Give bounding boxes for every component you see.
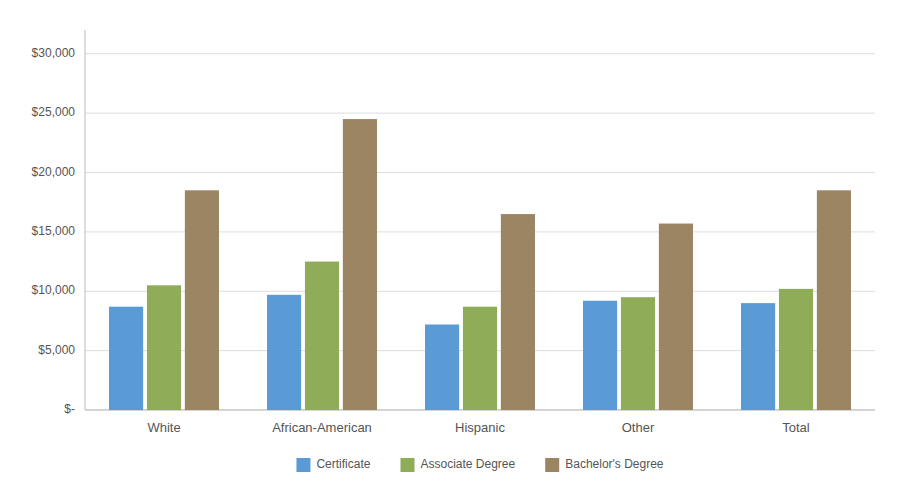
legend-swatch bbox=[545, 458, 559, 472]
bar bbox=[147, 285, 181, 410]
y-tick-labels: $- $5,000 $10,000 $15,000 $20,000 $25,000 $30,… bbox=[32, 46, 76, 416]
grid-line bbox=[85, 53, 875, 54]
bar bbox=[267, 295, 301, 410]
bar bbox=[817, 190, 851, 410]
legend-label: Bachelor's Degree bbox=[565, 457, 664, 471]
y-tick-label: $10,000 bbox=[32, 283, 76, 297]
x-tick-label: Other bbox=[622, 420, 655, 435]
legend-item: Certificate bbox=[296, 457, 370, 472]
y-tick-label: $5,000 bbox=[38, 343, 75, 357]
grid-line bbox=[85, 172, 875, 173]
legend: Certificate Associate Degree Bachelor's De… bbox=[296, 457, 663, 472]
y-tick-label: $15,000 bbox=[32, 224, 76, 238]
legend-swatch bbox=[296, 458, 310, 472]
x-tick-label: Total bbox=[782, 420, 810, 435]
legend-item: Associate Degree bbox=[400, 457, 515, 472]
bars bbox=[109, 119, 851, 410]
y-axis-line bbox=[85, 30, 86, 410]
grid-line bbox=[85, 113, 875, 114]
bar bbox=[343, 119, 377, 410]
bar bbox=[305, 262, 339, 410]
legend-label: Associate Degree bbox=[420, 457, 515, 471]
bar bbox=[463, 307, 497, 410]
bar-series bbox=[185, 119, 851, 410]
chart-svg: $- $5,000 $10,000 $15,000 $20,000 $25,000 $30,… bbox=[0, 0, 900, 500]
legend-swatch bbox=[400, 458, 414, 472]
y-grid bbox=[85, 54, 875, 410]
bar bbox=[185, 190, 219, 410]
bar bbox=[779, 289, 813, 410]
x-tick-label: Hispanic bbox=[455, 420, 505, 435]
y-tick-label: $20,000 bbox=[32, 165, 76, 179]
bar bbox=[621, 297, 655, 410]
legend-label: Certificate bbox=[316, 457, 370, 471]
bar-series bbox=[147, 262, 813, 410]
y-tick-label: $30,000 bbox=[32, 46, 76, 60]
x-tick-labels: White African-American Hispanic Other Total bbox=[147, 420, 809, 435]
bar bbox=[109, 307, 143, 410]
bar bbox=[741, 303, 775, 410]
y-tick-label: $- bbox=[64, 402, 75, 416]
x-tick-label: African-American bbox=[272, 420, 372, 435]
bar bbox=[501, 214, 535, 410]
y-tick-label: $25,000 bbox=[32, 105, 76, 119]
bar bbox=[659, 224, 693, 410]
x-tick-label: White bbox=[147, 420, 180, 435]
chart-container: $- $5,000 $10,000 $15,000 $20,000 $25,000 $30,… bbox=[0, 0, 900, 500]
bar bbox=[425, 325, 459, 411]
legend-item: Bachelor's Degree bbox=[545, 457, 664, 472]
bar bbox=[583, 301, 617, 410]
